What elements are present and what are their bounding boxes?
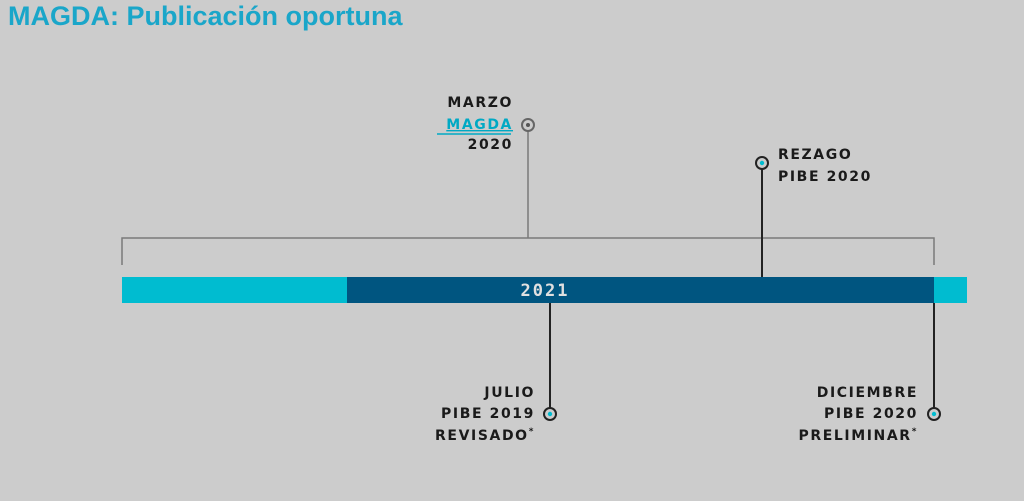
bar-year	[347, 277, 934, 303]
footnote-mark: *	[912, 427, 918, 437]
footnote-mark: *	[529, 427, 535, 437]
title: MAGDA: Publicación oportuna	[8, 1, 403, 31]
event-label: JULIO	[483, 385, 535, 401]
year-label: 2021	[521, 281, 570, 301]
event-label: 2020	[468, 137, 513, 153]
event-label: PRELIMINAR*	[798, 427, 918, 445]
event-label-link: MAGDA	[446, 117, 513, 133]
event-label-line: REVISADO	[435, 428, 529, 444]
marker-dot	[931, 411, 937, 417]
markers	[521, 118, 941, 421]
event-label: PIBE 2019	[441, 406, 535, 422]
event-label: REZAGO	[778, 147, 852, 163]
marker-dot	[547, 411, 553, 417]
event-label-line: PRELIMINAR	[798, 428, 911, 444]
event-label: DICIEMBRE	[817, 385, 918, 401]
event-label: PIBE 2020	[824, 406, 918, 422]
marker-dot	[526, 123, 530, 127]
event-label: PIBE 2020	[778, 169, 872, 185]
event-label: MARZO	[447, 95, 513, 111]
event-label: REVISADO*	[435, 427, 535, 445]
marker-dot	[759, 160, 765, 166]
